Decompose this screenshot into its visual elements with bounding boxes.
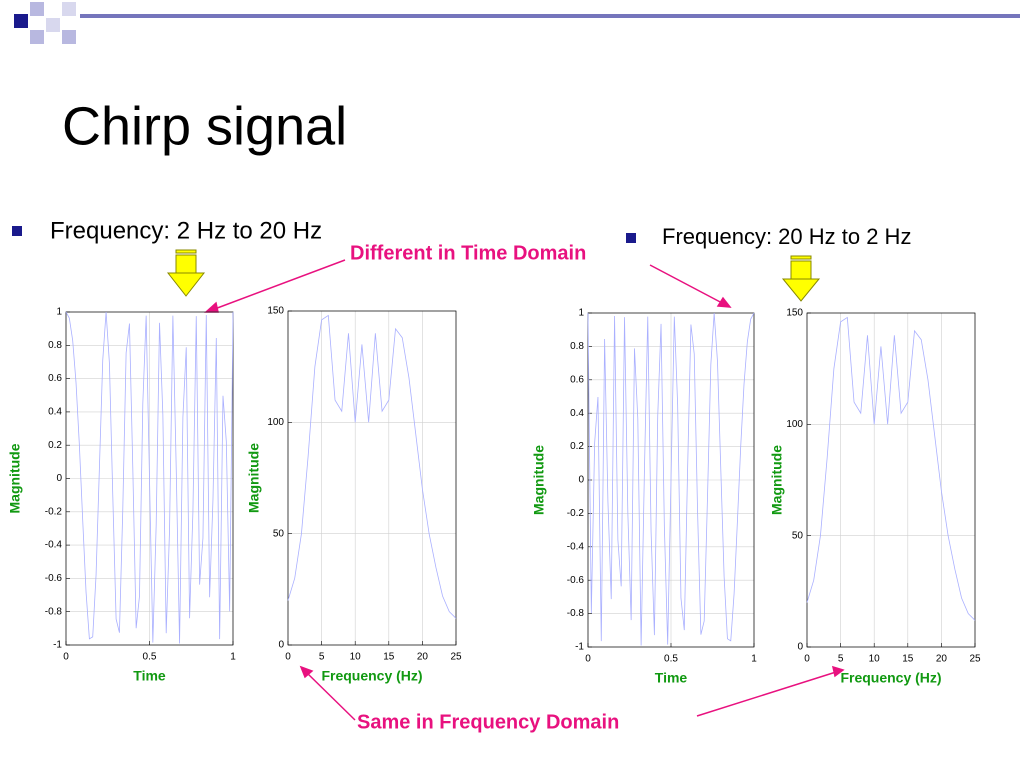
x-tick-label: 0.5 <box>664 654 678 665</box>
x-tick-label: 1 <box>230 652 236 663</box>
y-tick-label: 1 <box>578 308 584 319</box>
y-tick-label: 0 <box>578 475 584 486</box>
y-tick-label: -0.2 <box>45 506 63 517</box>
y-tick-label: 100 <box>786 419 803 430</box>
signal-line <box>587 312 755 646</box>
x-tick-label: 20 <box>936 654 948 665</box>
y-tick-label: 1 <box>56 307 62 318</box>
y-tick-label: 50 <box>792 530 804 541</box>
y-tick-label: -0.6 <box>567 575 585 586</box>
bullet-icon <box>12 226 22 236</box>
x-tick-label: 0.5 <box>143 652 157 663</box>
y-tick-label: 0.2 <box>48 440 62 451</box>
x-tick-label: 15 <box>902 654 914 665</box>
x-tick-label: 0 <box>804 654 810 665</box>
y-tick-label: 0.8 <box>570 341 584 352</box>
annotation: Same in Frequency Domain <box>357 711 619 733</box>
bullet: Frequency: 2 Hz to 20 Hz <box>50 217 322 244</box>
x-tick-label: 0 <box>285 652 291 663</box>
bullet-icon <box>626 233 636 243</box>
y-tick-label: -0.8 <box>567 608 585 619</box>
y-tick-label: -0.2 <box>567 508 585 519</box>
y-tick-label: 0.4 <box>48 407 62 418</box>
x-axis-label: Time <box>655 670 688 686</box>
y-tick-label: 0.2 <box>570 441 584 452</box>
y-tick-label: 0 <box>797 642 803 653</box>
annotation: Different in Time Domain <box>350 242 586 264</box>
y-tick-label: -0.6 <box>45 573 63 584</box>
y-tick-label: 0.6 <box>48 373 62 384</box>
y-axis-label: Magnitude <box>7 443 23 513</box>
y-tick-label: 0.8 <box>48 340 62 351</box>
plot-frame <box>287 310 457 646</box>
y-tick-label: 0 <box>56 473 62 484</box>
y-tick-label: 100 <box>267 417 284 428</box>
x-axis-label: Frequency (Hz) <box>840 670 941 686</box>
plot-frame <box>587 312 755 648</box>
x-tick-label: 20 <box>417 652 429 663</box>
signal-line <box>287 314 457 619</box>
y-tick-label: 0.4 <box>570 408 584 419</box>
y-tick-label: -1 <box>575 642 584 653</box>
y-tick-label: 50 <box>273 528 285 539</box>
yellow-arrows <box>166 249 821 302</box>
y-axis-label: Magnitude <box>246 443 262 513</box>
x-tick-label: 0 <box>585 654 591 665</box>
bullet: Frequency: 20 Hz to 2 Hz <box>662 224 911 249</box>
x-tick-label: 10 <box>350 652 362 663</box>
x-tick-label: 15 <box>383 652 395 663</box>
x-tick-label: 0 <box>63 652 69 663</box>
y-tick-label: -1 <box>53 640 62 651</box>
annotation-arrows <box>204 259 845 721</box>
y-tick-label: -0.4 <box>567 541 585 552</box>
plot-frame <box>65 311 234 646</box>
x-axis-label: Frequency (Hz) <box>321 668 422 684</box>
x-tick-label: 1 <box>751 654 757 665</box>
x-tick-label: 25 <box>450 652 462 663</box>
y-tick-label: -0.8 <box>45 606 63 617</box>
x-tick-label: 10 <box>869 654 881 665</box>
decoration <box>14 2 1020 44</box>
slide-title: Chirp signal <box>62 96 347 156</box>
y-tick-label: 0 <box>278 640 284 651</box>
signal-line <box>806 316 976 621</box>
x-tick-label: 5 <box>838 654 844 665</box>
y-tick-label: -0.4 <box>45 540 63 551</box>
y-tick-label: 150 <box>786 308 803 319</box>
y-axis-label: Magnitude <box>769 445 785 515</box>
x-tick-label: 25 <box>969 654 981 665</box>
signal-line <box>65 311 234 644</box>
y-tick-label: 150 <box>267 306 284 317</box>
plot-frame <box>806 312 976 648</box>
x-axis-label: Time <box>133 668 166 684</box>
y-axis-label: Magnitude <box>531 445 547 515</box>
x-tick-label: 5 <box>319 652 325 663</box>
y-tick-label: 0.6 <box>570 374 584 385</box>
